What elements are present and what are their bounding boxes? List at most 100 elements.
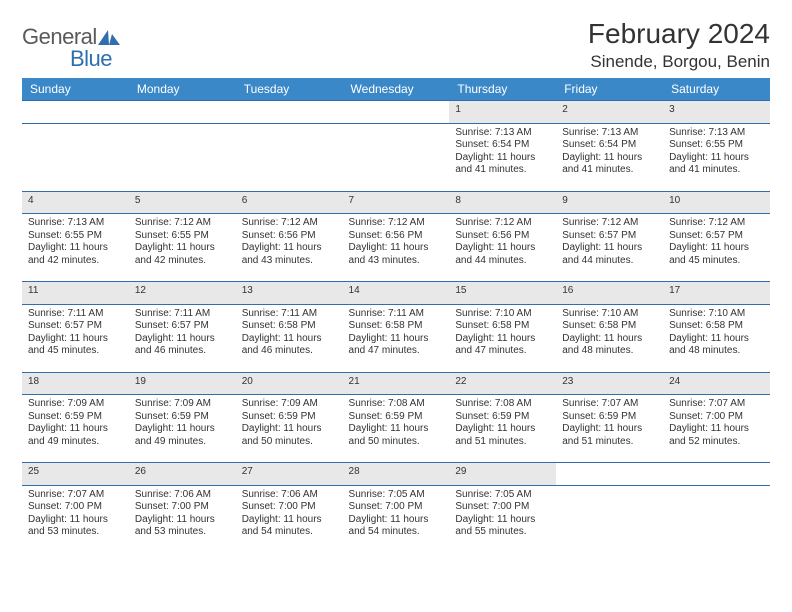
day-info-cell: Sunrise: 7:12 AMSunset: 6:56 PMDaylight:… bbox=[343, 214, 450, 282]
day-info-cell bbox=[129, 123, 236, 191]
calendar-body: 123Sunrise: 7:13 AMSunset: 6:54 PMDaylig… bbox=[22, 101, 770, 554]
sunrise-text: Sunrise: 7:13 AM bbox=[455, 127, 550, 140]
sunrise-text: Sunrise: 7:05 AM bbox=[349, 489, 444, 502]
sunrise-text: Sunrise: 7:07 AM bbox=[669, 398, 764, 411]
sunset-text: Sunset: 6:59 PM bbox=[28, 411, 123, 424]
sunset-text: Sunset: 6:58 PM bbox=[669, 320, 764, 333]
sunrise-text: Sunrise: 7:12 AM bbox=[349, 217, 444, 230]
day-info-cell: Sunrise: 7:06 AMSunset: 7:00 PMDaylight:… bbox=[129, 485, 236, 553]
sunset-text: Sunset: 7:00 PM bbox=[669, 411, 764, 424]
sunrise-text: Sunrise: 7:06 AM bbox=[242, 489, 337, 502]
day-info-cell: Sunrise: 7:12 AMSunset: 6:56 PMDaylight:… bbox=[449, 214, 556, 282]
day-number-cell: 6 bbox=[236, 191, 343, 214]
daylight-text: Daylight: 11 hours and 42 minutes. bbox=[28, 242, 123, 267]
day-number-cell: 11 bbox=[22, 282, 129, 305]
day-number-cell: 8 bbox=[449, 191, 556, 214]
daylight-text: Daylight: 11 hours and 53 minutes. bbox=[28, 514, 123, 539]
day-number-cell bbox=[129, 101, 236, 124]
day-info-cell: Sunrise: 7:05 AMSunset: 7:00 PMDaylight:… bbox=[343, 485, 450, 553]
day-info-cell: Sunrise: 7:10 AMSunset: 6:58 PMDaylight:… bbox=[556, 304, 663, 372]
day-info-cell bbox=[663, 485, 770, 553]
day-number-cell: 13 bbox=[236, 282, 343, 305]
calendar-head: SundayMondayTuesdayWednesdayThursdayFrid… bbox=[22, 78, 770, 101]
day-number-cell: 17 bbox=[663, 282, 770, 305]
day-number-cell bbox=[663, 463, 770, 486]
sunrise-text: Sunrise: 7:05 AM bbox=[455, 489, 550, 502]
day-number-cell bbox=[556, 463, 663, 486]
header-row: GeneralBlue February 2024 Sinende, Borgo… bbox=[22, 18, 770, 72]
day-info-cell: Sunrise: 7:13 AMSunset: 6:55 PMDaylight:… bbox=[22, 214, 129, 282]
daylight-text: Daylight: 11 hours and 54 minutes. bbox=[349, 514, 444, 539]
sunrise-text: Sunrise: 7:09 AM bbox=[135, 398, 230, 411]
daylight-text: Daylight: 11 hours and 49 minutes. bbox=[135, 423, 230, 448]
sunset-text: Sunset: 7:00 PM bbox=[242, 501, 337, 514]
day-info-cell: Sunrise: 7:10 AMSunset: 6:58 PMDaylight:… bbox=[449, 304, 556, 372]
daylight-text: Daylight: 11 hours and 55 minutes. bbox=[455, 514, 550, 539]
sunset-text: Sunset: 6:59 PM bbox=[349, 411, 444, 424]
day-info-row: Sunrise: 7:13 AMSunset: 6:54 PMDaylight:… bbox=[22, 123, 770, 191]
sunrise-text: Sunrise: 7:12 AM bbox=[562, 217, 657, 230]
sunset-text: Sunset: 6:58 PM bbox=[242, 320, 337, 333]
sunrise-text: Sunrise: 7:07 AM bbox=[562, 398, 657, 411]
day-number-cell: 23 bbox=[556, 372, 663, 395]
sunset-text: Sunset: 6:58 PM bbox=[455, 320, 550, 333]
daylight-text: Daylight: 11 hours and 47 minutes. bbox=[349, 333, 444, 358]
weekday-header: Sunday bbox=[22, 78, 129, 101]
day-info-cell: Sunrise: 7:09 AMSunset: 6:59 PMDaylight:… bbox=[236, 395, 343, 463]
day-number-cell: 12 bbox=[129, 282, 236, 305]
day-number-cell: 2 bbox=[556, 101, 663, 124]
sunset-text: Sunset: 6:56 PM bbox=[349, 230, 444, 243]
sunrise-text: Sunrise: 7:07 AM bbox=[28, 489, 123, 502]
day-info-cell: Sunrise: 7:07 AMSunset: 7:00 PMDaylight:… bbox=[663, 395, 770, 463]
day-number-cell: 28 bbox=[343, 463, 450, 486]
daylight-text: Daylight: 11 hours and 49 minutes. bbox=[28, 423, 123, 448]
logo-text-blue: Blue bbox=[22, 46, 112, 72]
day-number-row: 45678910 bbox=[22, 191, 770, 214]
day-info-cell: Sunrise: 7:11 AMSunset: 6:57 PMDaylight:… bbox=[22, 304, 129, 372]
day-info-cell: Sunrise: 7:12 AMSunset: 6:56 PMDaylight:… bbox=[236, 214, 343, 282]
day-number-cell bbox=[22, 101, 129, 124]
daylight-text: Daylight: 11 hours and 50 minutes. bbox=[242, 423, 337, 448]
sunrise-text: Sunrise: 7:09 AM bbox=[242, 398, 337, 411]
daylight-text: Daylight: 11 hours and 46 minutes. bbox=[242, 333, 337, 358]
weekday-header: Thursday bbox=[449, 78, 556, 101]
sunrise-text: Sunrise: 7:09 AM bbox=[28, 398, 123, 411]
page-title: February 2024 bbox=[588, 18, 770, 50]
sunrise-text: Sunrise: 7:11 AM bbox=[135, 308, 230, 321]
sunset-text: Sunset: 6:59 PM bbox=[135, 411, 230, 424]
sunset-text: Sunset: 7:00 PM bbox=[28, 501, 123, 514]
day-info-cell: Sunrise: 7:07 AMSunset: 7:00 PMDaylight:… bbox=[22, 485, 129, 553]
day-number-cell: 10 bbox=[663, 191, 770, 214]
weekday-header: Friday bbox=[556, 78, 663, 101]
sunrise-text: Sunrise: 7:11 AM bbox=[349, 308, 444, 321]
daylight-text: Daylight: 11 hours and 50 minutes. bbox=[349, 423, 444, 448]
sunset-text: Sunset: 6:59 PM bbox=[242, 411, 337, 424]
sunset-text: Sunset: 6:59 PM bbox=[455, 411, 550, 424]
sunrise-text: Sunrise: 7:12 AM bbox=[135, 217, 230, 230]
calendar-page: GeneralBlue February 2024 Sinende, Borgo… bbox=[0, 0, 792, 553]
daylight-text: Daylight: 11 hours and 54 minutes. bbox=[242, 514, 337, 539]
sunrise-text: Sunrise: 7:08 AM bbox=[349, 398, 444, 411]
calendar-table: SundayMondayTuesdayWednesdayThursdayFrid… bbox=[22, 78, 770, 553]
weekday-header: Tuesday bbox=[236, 78, 343, 101]
day-info-cell: Sunrise: 7:11 AMSunset: 6:58 PMDaylight:… bbox=[343, 304, 450, 372]
day-info-cell: Sunrise: 7:08 AMSunset: 6:59 PMDaylight:… bbox=[449, 395, 556, 463]
daylight-text: Daylight: 11 hours and 45 minutes. bbox=[28, 333, 123, 358]
daylight-text: Daylight: 11 hours and 45 minutes. bbox=[669, 242, 764, 267]
day-info-cell: Sunrise: 7:05 AMSunset: 7:00 PMDaylight:… bbox=[449, 485, 556, 553]
day-info-row: Sunrise: 7:13 AMSunset: 6:55 PMDaylight:… bbox=[22, 214, 770, 282]
day-info-row: Sunrise: 7:11 AMSunset: 6:57 PMDaylight:… bbox=[22, 304, 770, 372]
sunset-text: Sunset: 6:57 PM bbox=[135, 320, 230, 333]
daylight-text: Daylight: 11 hours and 51 minutes. bbox=[455, 423, 550, 448]
day-info-row: Sunrise: 7:09 AMSunset: 6:59 PMDaylight:… bbox=[22, 395, 770, 463]
day-info-cell: Sunrise: 7:12 AMSunset: 6:55 PMDaylight:… bbox=[129, 214, 236, 282]
day-number-cell: 9 bbox=[556, 191, 663, 214]
daylight-text: Daylight: 11 hours and 53 minutes. bbox=[135, 514, 230, 539]
day-info-cell: Sunrise: 7:13 AMSunset: 6:55 PMDaylight:… bbox=[663, 123, 770, 191]
daylight-text: Daylight: 11 hours and 41 minutes. bbox=[455, 152, 550, 177]
daylight-text: Daylight: 11 hours and 51 minutes. bbox=[562, 423, 657, 448]
daylight-text: Daylight: 11 hours and 42 minutes. bbox=[135, 242, 230, 267]
sunrise-text: Sunrise: 7:10 AM bbox=[455, 308, 550, 321]
day-info-cell: Sunrise: 7:06 AMSunset: 7:00 PMDaylight:… bbox=[236, 485, 343, 553]
sunrise-text: Sunrise: 7:08 AM bbox=[455, 398, 550, 411]
